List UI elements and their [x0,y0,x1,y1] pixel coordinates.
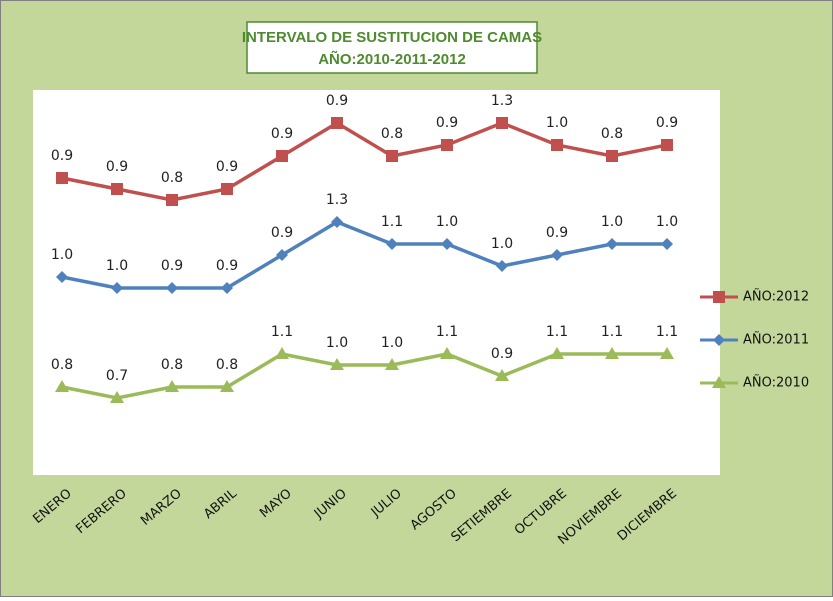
data-label: 0.7 [106,368,128,384]
data-label: 0.9 [106,159,128,175]
data-label: 0.9 [326,93,348,109]
data-label: 0.8 [161,170,183,186]
legend-label: AÑO:2010 [743,375,809,391]
data-label: 1.0 [436,214,458,230]
point-marker [386,238,398,250]
point-marker [606,238,618,250]
point-marker [221,183,233,195]
data-label: 0.9 [271,126,293,142]
point-marker [111,183,123,195]
point-marker [551,139,563,151]
data-label: 1.3 [326,192,348,208]
data-label: 1.0 [601,214,623,230]
point-marker [275,347,289,359]
data-label: 0.9 [491,346,513,362]
point-marker [386,150,398,162]
data-label: 1.1 [546,324,568,340]
data-label: 1.0 [326,335,348,351]
point-marker [605,347,619,359]
point-marker [166,194,178,206]
data-label: 0.9 [51,148,73,164]
point-marker [56,172,68,184]
data-label: 0.8 [601,126,623,142]
point-marker [606,150,618,162]
data-label: 1.0 [491,236,513,252]
data-label: 0.8 [161,357,183,373]
point-marker [496,260,508,272]
data-label: 1.1 [656,324,678,340]
legend-marker [712,376,726,388]
point-marker [441,139,453,151]
series-line [61,120,668,202]
data-label: 1.0 [546,115,568,131]
legend-label: AÑO:2011 [743,332,809,348]
point-marker [110,391,124,403]
series-line [61,220,667,290]
data-label: 0.8 [216,357,238,373]
data-label: 0.8 [381,126,403,142]
point-marker [660,347,674,359]
data-label: 0.9 [271,225,293,241]
data-label: 1.1 [381,214,403,230]
point-marker [496,117,508,129]
data-label: 0.8 [51,357,73,373]
data-label: 1.0 [656,214,678,230]
data-label: 0.9 [161,258,183,274]
point-marker [661,238,673,250]
legend-label: AÑO:2012 [743,289,809,305]
chart-subtitle: AÑO:2010-2011-2012 [318,50,466,68]
point-marker [385,358,399,370]
point-marker [276,249,288,261]
point-marker [166,282,178,294]
data-label: 1.0 [51,247,73,263]
data-label: 0.9 [436,115,458,131]
point-marker [441,238,453,250]
point-marker [331,216,343,228]
data-label: 1.1 [436,324,458,340]
data-label: 1.1 [601,324,623,340]
point-marker [551,249,563,261]
point-marker [550,347,564,359]
data-label: 1.3 [491,93,513,109]
chart-title: INTERVALO DE SUSTITUCION DE CAMAS [242,29,542,46]
point-marker [165,380,179,392]
data-label: 1.0 [381,335,403,351]
point-marker [55,380,69,392]
legend-marker [713,291,725,303]
point-marker [56,271,68,283]
title-box [246,21,538,74]
point-marker [220,380,234,392]
point-marker [221,282,233,294]
data-label: 0.9 [656,115,678,131]
point-marker [111,282,123,294]
point-marker [276,150,288,162]
point-marker [330,358,344,370]
data-label: 0.9 [216,159,238,175]
point-marker [661,139,673,151]
legend-marker [713,334,725,346]
point-marker [331,117,343,129]
data-label: 0.9 [546,225,568,241]
data-label: 1.1 [271,324,293,340]
data-label: 1.0 [106,258,128,274]
series-line [61,352,667,400]
point-marker [440,347,454,359]
point-marker [495,369,509,381]
data-label: 0.9 [216,258,238,274]
